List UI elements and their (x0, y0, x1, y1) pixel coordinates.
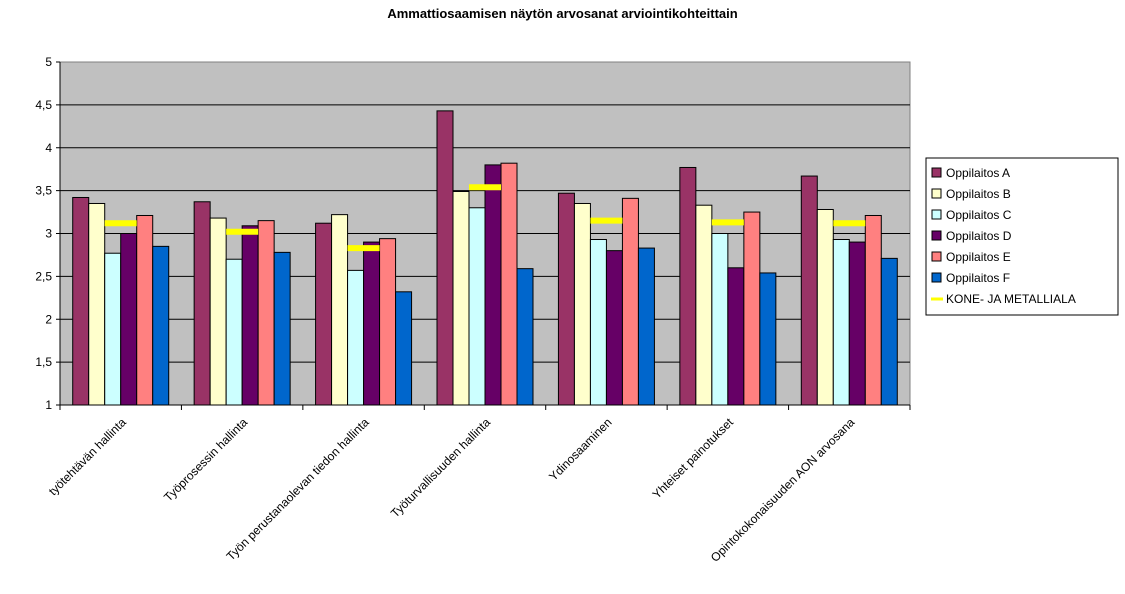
x-tick-label: Yhteiset painotukset (650, 415, 737, 502)
bar (516, 268, 534, 406)
x-tick-label: Työn perustanaolevan tiedon hallinta (224, 415, 372, 563)
x-tick-label: Opintokokonaisuuden AON arvosana (708, 415, 858, 565)
legend-swatch (931, 272, 942, 283)
bar (605, 250, 623, 406)
bar (257, 220, 275, 406)
bar (241, 225, 259, 406)
bar (695, 204, 713, 406)
bar (743, 211, 761, 406)
bar (452, 190, 470, 406)
chart-title: Ammattiosaamisen näytön arvosanat arvioi… (387, 6, 738, 21)
y-tick-label: 1 (45, 398, 52, 412)
legend-label: KONE- JA METALLIALA (946, 292, 1076, 306)
bar (225, 258, 243, 406)
bar (120, 233, 138, 406)
bar (72, 196, 90, 406)
bar (637, 247, 655, 406)
y-tick-label: 4,5 (35, 98, 52, 112)
bar (727, 267, 745, 406)
bar (832, 239, 850, 406)
legend-label: Oppilaitos D (946, 229, 1012, 243)
legend-swatch (931, 188, 942, 199)
bar (273, 251, 291, 406)
bar (573, 202, 591, 406)
bar (395, 291, 413, 406)
y-tick-label: 2,5 (35, 269, 52, 283)
legend-label: Oppilaitos B (946, 187, 1011, 201)
y-tick-label: 3,5 (35, 184, 52, 198)
bar (379, 238, 397, 406)
x-tick-label: Työturvallisuuden hallinta (388, 415, 493, 520)
y-tick-label: 5 (45, 55, 52, 69)
y-tick-label: 4 (45, 141, 52, 155)
bar (500, 162, 518, 406)
bar (209, 217, 227, 406)
y-tick-label: 3 (45, 227, 52, 241)
y-tick-label: 2 (45, 312, 52, 326)
bar (347, 269, 365, 406)
bar (679, 166, 697, 406)
bar (880, 257, 898, 406)
legend-label: Oppilaitos E (946, 250, 1011, 264)
legend-label: Oppilaitos A (946, 166, 1010, 180)
legend-swatch (931, 209, 942, 220)
bar (816, 208, 834, 406)
legend-swatch (931, 167, 942, 178)
bar (621, 197, 639, 406)
bar (193, 201, 211, 406)
bar (136, 214, 154, 406)
bar (484, 164, 502, 406)
bar (88, 202, 106, 406)
bar (557, 192, 575, 406)
legend-label: Oppilaitos F (946, 271, 1010, 285)
legend-swatch (931, 230, 942, 241)
bar (363, 241, 381, 406)
x-tick-label: työtehtävän hallinta (46, 415, 129, 498)
legend-box (925, 157, 1119, 316)
legend-swatch (931, 251, 942, 262)
bar (315, 222, 333, 406)
bar (104, 252, 122, 406)
bar (152, 245, 170, 406)
x-tick-label: Ydinosaaminen (546, 415, 614, 483)
bar (468, 207, 486, 406)
x-tick-label: Työprosessin hallinta (161, 415, 250, 504)
bar (759, 272, 777, 406)
legend-label: Oppilaitos C (946, 208, 1012, 222)
bar (436, 110, 454, 406)
bar (589, 239, 607, 406)
bar (864, 214, 882, 406)
bar (711, 233, 729, 406)
y-tick-label: 1,5 (35, 355, 52, 369)
bar (800, 175, 818, 406)
bar (848, 241, 866, 406)
bar (331, 214, 349, 406)
